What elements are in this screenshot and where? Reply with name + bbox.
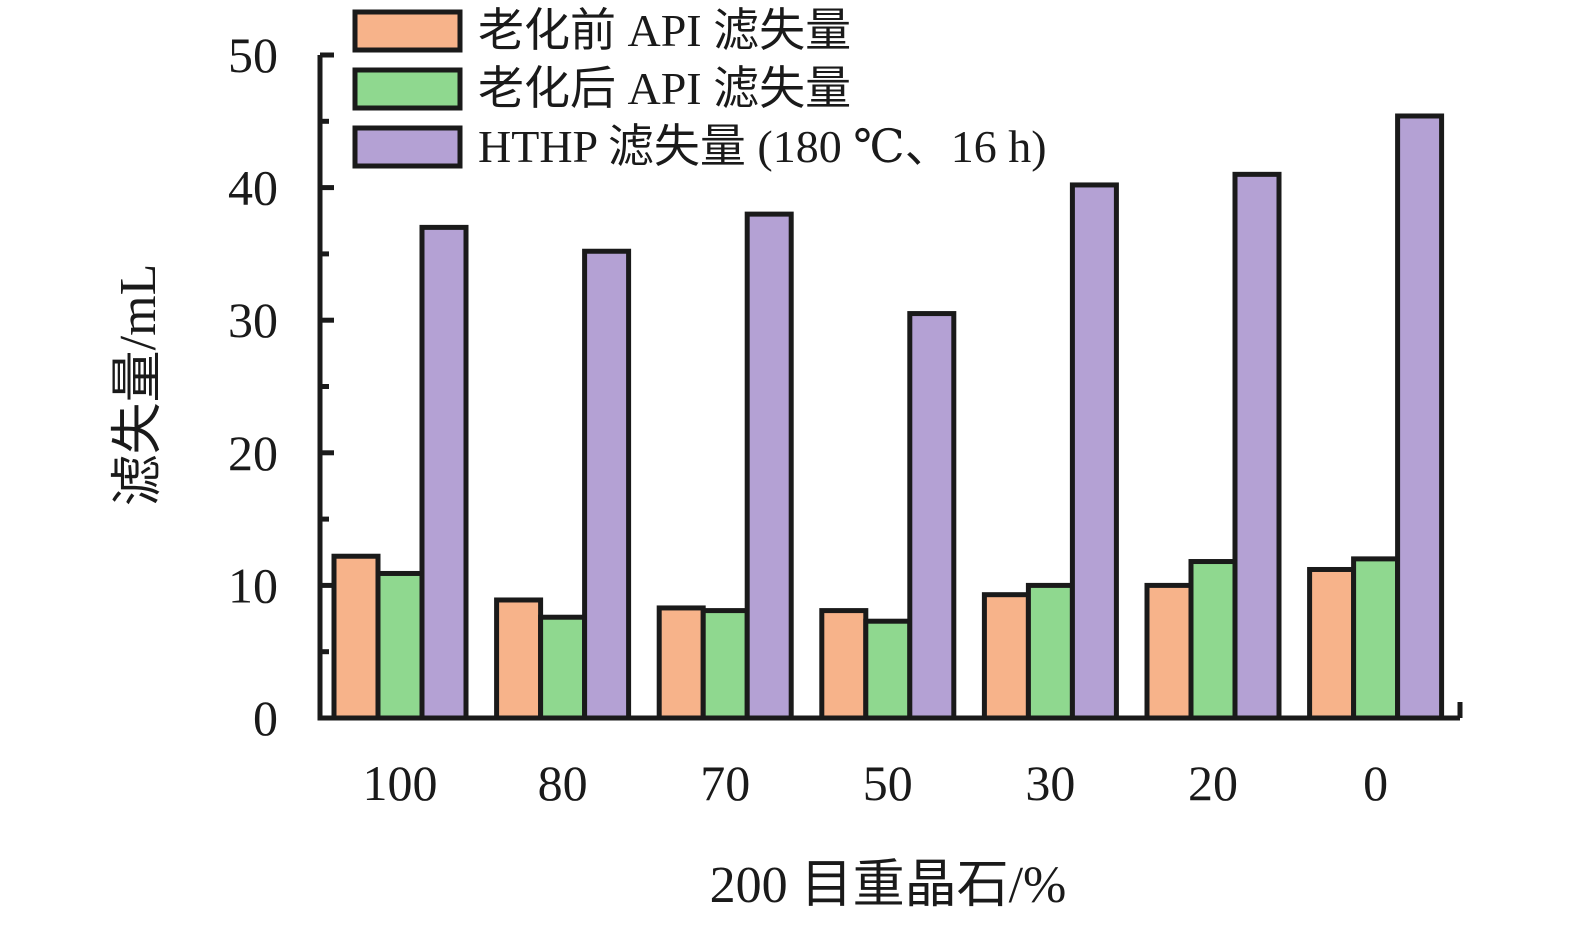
x-tick-label: 80	[538, 755, 588, 811]
y-tick-label: 30	[228, 292, 278, 348]
bar-3-0	[1395, 113, 1445, 721]
y-tick-label: 50	[228, 27, 278, 83]
bar-3-100	[419, 224, 469, 721]
bar-3-70	[744, 211, 794, 721]
bar-1-70	[656, 605, 706, 721]
legend-label-2: 老化后 API 滤失量	[478, 63, 851, 114]
bar-2-20	[1188, 559, 1238, 721]
bar-2-50	[863, 618, 913, 721]
y-tick-label: 40	[228, 160, 278, 216]
y-tick-label: 10	[228, 557, 278, 613]
bar-1-0	[1307, 566, 1357, 721]
y-axis-ticks: 0 10 20 30 40 50	[228, 27, 334, 746]
bar-1-20	[1144, 582, 1194, 721]
bar-3-50	[907, 311, 957, 721]
bar-1-80	[494, 597, 544, 721]
bar-3-30	[1069, 182, 1119, 721]
legend-swatch-1	[352, 9, 463, 53]
legend-swatch-3	[352, 125, 463, 169]
legend-label-3: HTHP 滤失量 (180 ℃、16 h)	[478, 121, 1047, 172]
bar-2-80	[538, 614, 588, 721]
y-axis-title: 滤失量/mL	[110, 264, 167, 507]
bar-3-20	[1232, 171, 1282, 721]
bar-1-30	[981, 592, 1031, 721]
x-axis-ticks: 100 80 70 50 30 20 0	[363, 755, 1389, 811]
x-tick-label: 20	[1188, 755, 1238, 811]
legend-swatch-2	[352, 67, 463, 111]
x-tick-label: 30	[1025, 755, 1075, 811]
x-axis-title: 200 目重晶石/%	[710, 857, 1067, 914]
y-tick-label: 0	[253, 690, 278, 746]
bar-2-30	[1025, 582, 1075, 721]
x-tick-label: 0	[1363, 755, 1388, 811]
x-tick-label: 50	[863, 755, 913, 811]
x-tick-label: 100	[363, 755, 438, 811]
bar-2-0	[1351, 556, 1401, 721]
x-tick-label: 70	[700, 755, 750, 811]
y-tick-label: 20	[228, 425, 278, 481]
legend-label-1: 老化前 API 滤失量	[478, 5, 851, 56]
bar-1-50	[819, 608, 869, 721]
bar-2-70	[700, 608, 750, 721]
bar-1-100	[331, 553, 381, 721]
bars-layer	[331, 113, 1445, 721]
bar-2-100	[375, 570, 425, 721]
bar-3-80	[582, 248, 632, 721]
